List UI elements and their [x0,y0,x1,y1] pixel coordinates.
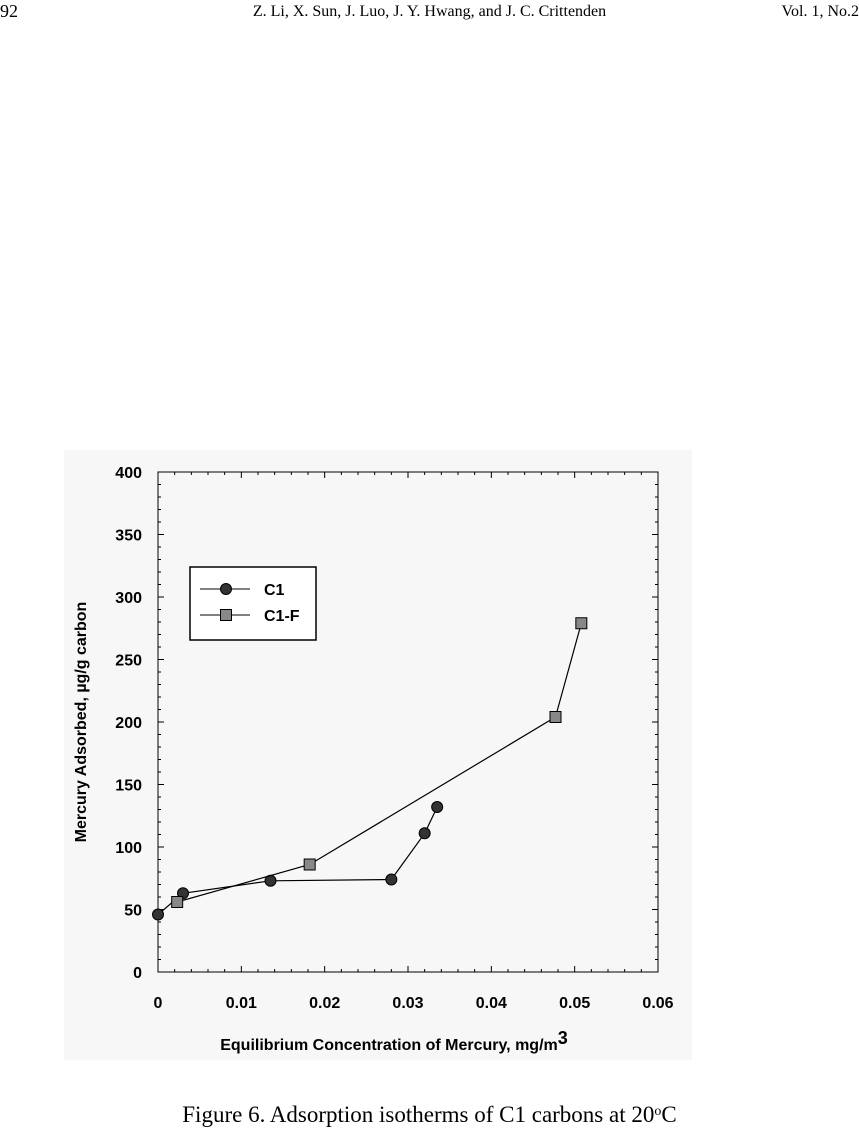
figure-6: 0 50 100 150 200 250 300 350 400 0 0.01 0.02 0.03 0.0… [64,450,692,1060]
caption-unit: C [661,1102,677,1127]
legend-marker-square [220,609,232,621]
legend-label: C1-F [264,608,300,625]
legend: C1 C1-F [189,566,317,641]
x-tick-label: 0.03 [392,995,423,1012]
x-tick-label: 0.02 [309,995,340,1012]
data-point-c1 [418,827,431,840]
y-tick-label: 100 [115,840,142,857]
adsorption-isotherm-chart: 0 50 100 150 200 250 300 350 400 0 0.01 0.02 0.03 0.0… [73,465,674,1054]
plot-frame [157,471,659,973]
y-tick-label: 200 [115,715,142,732]
y-tick-label: 0 [133,965,142,982]
series-line-c1 [157,806,438,915]
series-line-c1-f [177,623,582,903]
legend-marker-circle [220,583,232,595]
data-point-c1-f [575,617,588,630]
y-tick-label: 150 [115,778,142,795]
x-tick-label: 0 [154,995,163,1012]
y-tick-label: 350 [115,528,142,545]
page-header: 92 Z. Li, X. Sun, J. Luo, J. Y. Hwang, a… [0,0,859,24]
data-point-c1-f [171,896,184,908]
y-axis-label: Mercury Adsorbed, µg/g carbon [73,602,90,843]
legend-label: C1 [264,582,285,599]
x-tick-label: 0.01 [226,995,257,1012]
data-point-c1 [152,908,164,921]
page-number: 92 [0,1,18,21]
x-axis-label-superscript: 3 [558,1028,568,1048]
legend-box [189,566,317,641]
data-point-c1 [431,801,444,813]
y-tick-label: 300 [115,590,142,607]
figure-caption: Figure 6. Adsorption isotherms of C1 car… [0,1098,859,1129]
x-axis-label: Equilibrium Concentration of Mercury, mg… [220,1028,568,1054]
data-point-c1-f [303,858,316,871]
data-point-c1 [385,873,398,886]
y-tick-label: 400 [115,465,142,482]
volume-info: Vol. 1, No.2 [781,3,859,20]
caption-text: Figure 6. Adsorption isotherms of C1 car… [182,1102,655,1127]
degree-superscript: o [654,1104,662,1119]
x-tick-label: 0.04 [476,995,507,1012]
running-authors: Z. Li, X. Sun, J. Luo, J. Y. Hwang, and … [252,3,607,20]
x-axis-label-text: Equilibrium Concentration of Mercury, mg… [220,1037,558,1054]
x-tick-label: 0.05 [559,995,590,1012]
data-point-c1-f [549,711,562,723]
y-tick-label: 250 [115,653,142,670]
y-tick-label: 50 [124,903,142,920]
x-tick-label: 0.06 [642,995,673,1012]
